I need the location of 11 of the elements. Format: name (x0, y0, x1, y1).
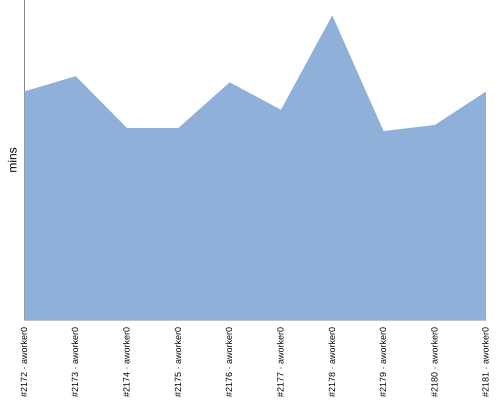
x-tick-label: #2172 · aworker0 (18, 326, 29, 398)
x-tick-label: #2176 · aworker0 (224, 326, 234, 398)
y-axis-title: mins (6, 147, 20, 173)
x-tick-label: #2181 · aworker0 (480, 326, 491, 398)
x-tick-label: #2179 · aworker0 (378, 326, 388, 398)
x-tick-label: #2174 · aworker0 (122, 326, 132, 398)
x-tick-label: #2180 · aworker0 (429, 326, 440, 398)
x-tick-label: #2173 · aworker0 (70, 326, 80, 398)
x-tick-label: #2175 · aworker0 (172, 326, 183, 398)
x-tick-label: #2178 · aworker0 (326, 326, 337, 398)
x-tick-label: #2177 · aworker0 (275, 326, 286, 398)
